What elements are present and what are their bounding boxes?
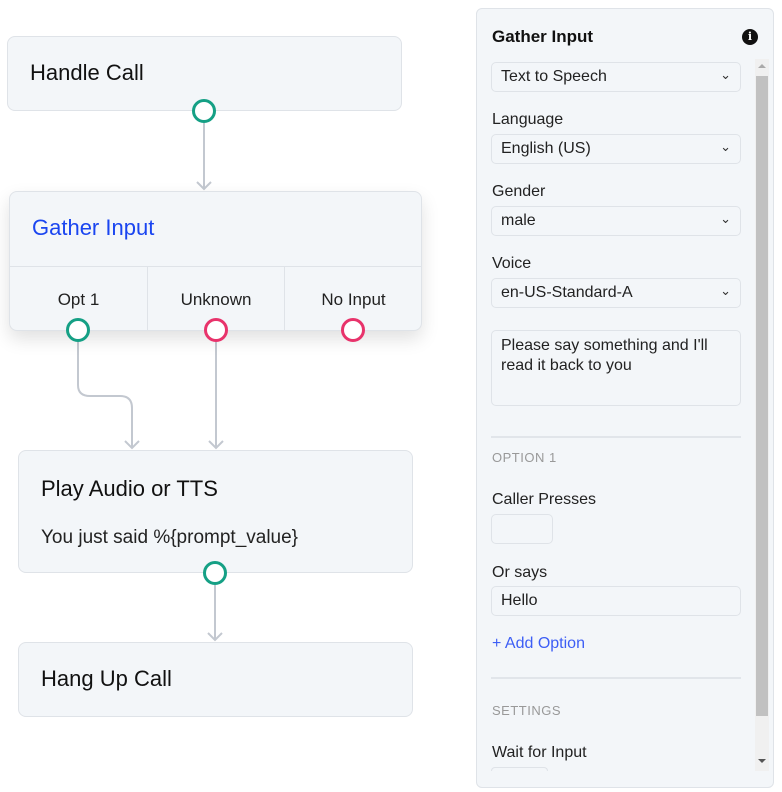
output-port[interactable] bbox=[203, 561, 227, 585]
node-gather-input[interactable]: Gather Input Opt 1 Unknown No Input bbox=[9, 191, 422, 331]
no-input-port[interactable] bbox=[341, 318, 365, 342]
node-title: Gather Input bbox=[32, 215, 155, 240]
settings-heading: SETTINGS bbox=[492, 703, 562, 718]
node-text: You just said %{prompt_value} bbox=[41, 527, 299, 548]
node-play-audio[interactable]: Play Audio or TTS You just said %{prompt… bbox=[18, 450, 413, 573]
option-heading: OPTION 1 bbox=[492, 450, 557, 465]
divider bbox=[491, 677, 741, 679]
select-value: male bbox=[501, 212, 536, 229]
divider bbox=[491, 436, 741, 438]
unknown-port[interactable] bbox=[204, 318, 228, 342]
info-icon[interactable]: i bbox=[742, 29, 758, 45]
chevron-down-icon: ⌄ bbox=[720, 67, 731, 82]
output-no-input: No Input bbox=[321, 290, 386, 309]
output-opt1: Opt 1 bbox=[10, 267, 148, 331]
opt1-port[interactable] bbox=[66, 318, 90, 342]
select-value: Text to Speech bbox=[501, 68, 607, 85]
panel-title: Gather Input bbox=[492, 27, 594, 46]
voice-label: Voice bbox=[492, 255, 532, 272]
chevron-down-icon: ⌄ bbox=[720, 139, 731, 154]
gender-select[interactable]: male ⌄ bbox=[491, 206, 741, 236]
voice-select[interactable]: en-US-Standard-A ⌄ bbox=[491, 278, 741, 308]
chevron-down-icon: ⌄ bbox=[720, 283, 731, 298]
caller-presses-label: Caller Presses bbox=[492, 491, 597, 508]
language-label: Language bbox=[492, 111, 564, 128]
select-value: en-US-Standard-A bbox=[501, 284, 633, 301]
or-says-input[interactable]: Hello bbox=[491, 586, 741, 616]
scroll-down-icon[interactable] bbox=[758, 759, 766, 763]
select-value: English (US) bbox=[501, 140, 591, 157]
properties-panel: Gather Input i Text to Speech ⌄ Language … bbox=[476, 8, 774, 788]
wait-for-input-label: Wait for Input bbox=[492, 744, 587, 761]
prompt-textarea[interactable]: Please say something and I'll read it ba… bbox=[491, 330, 741, 406]
node-title: Handle Call bbox=[30, 60, 144, 85]
node-title: Play Audio or TTS bbox=[41, 476, 218, 501]
connections bbox=[77, 123, 224, 642]
language-select[interactable]: English (US) ⌄ bbox=[491, 134, 741, 164]
scrollbar[interactable] bbox=[755, 59, 769, 771]
add-option-link[interactable]: + Add Option bbox=[492, 635, 585, 652]
mode-select[interactable]: Text to Speech ⌄ bbox=[491, 62, 741, 92]
gender-label: Gender bbox=[492, 183, 546, 200]
caller-presses-input[interactable] bbox=[491, 514, 553, 544]
wait-for-input-field[interactable] bbox=[491, 767, 548, 771]
node-hang-up[interactable]: Hang Up Call bbox=[18, 642, 413, 717]
scrollbar-thumb[interactable] bbox=[756, 76, 768, 716]
output-unknown: Unknown bbox=[148, 267, 285, 331]
scroll-up-icon[interactable] bbox=[758, 64, 766, 68]
or-says-label: Or says bbox=[492, 564, 548, 581]
chevron-down-icon: ⌄ bbox=[720, 211, 731, 226]
output-port[interactable] bbox=[192, 99, 216, 123]
node-handle-call[interactable]: Handle Call bbox=[7, 36, 402, 111]
node-title: Hang Up Call bbox=[41, 666, 172, 691]
wire-opt1-to-play bbox=[77, 342, 133, 448]
